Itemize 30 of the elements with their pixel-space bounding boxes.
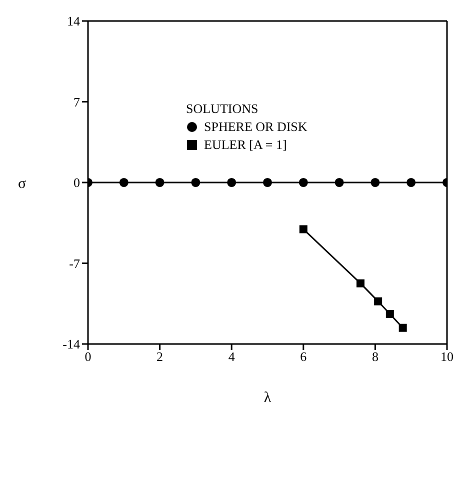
point	[191, 178, 200, 188]
x-tick-label: 2	[156, 349, 164, 364]
point	[356, 279, 364, 288]
y-tick-label: -7	[69, 256, 80, 271]
legend-label: EULER [A = 1]	[204, 136, 287, 154]
y-tick-label: 7	[74, 94, 80, 110]
x-tick-label: 6	[300, 349, 308, 364]
point	[119, 178, 128, 188]
point	[299, 225, 308, 234]
x-tick-label: 4	[228, 349, 236, 364]
point	[386, 310, 394, 318]
x-tick-label: 0	[84, 349, 92, 364]
point	[370, 178, 380, 188]
point	[155, 178, 164, 188]
point	[406, 178, 416, 188]
legend-label: SPHERE OR DISK	[204, 118, 308, 136]
y-tick-label: 0	[74, 175, 80, 190]
point	[298, 178, 308, 188]
y-tick-label: 14	[67, 14, 80, 29]
x-tick-label: 10	[440, 349, 454, 364]
x-axis-title: λ	[264, 390, 272, 406]
legend-title: SOLUTIONS	[186, 100, 260, 118]
point	[374, 297, 382, 306]
y-tick-label: -14	[62, 336, 80, 352]
x-tick-label: 8	[372, 349, 378, 364]
point	[334, 178, 344, 188]
point	[262, 178, 272, 188]
point	[227, 178, 236, 188]
y-axis-title: σ	[18, 176, 26, 192]
point	[398, 324, 407, 332]
